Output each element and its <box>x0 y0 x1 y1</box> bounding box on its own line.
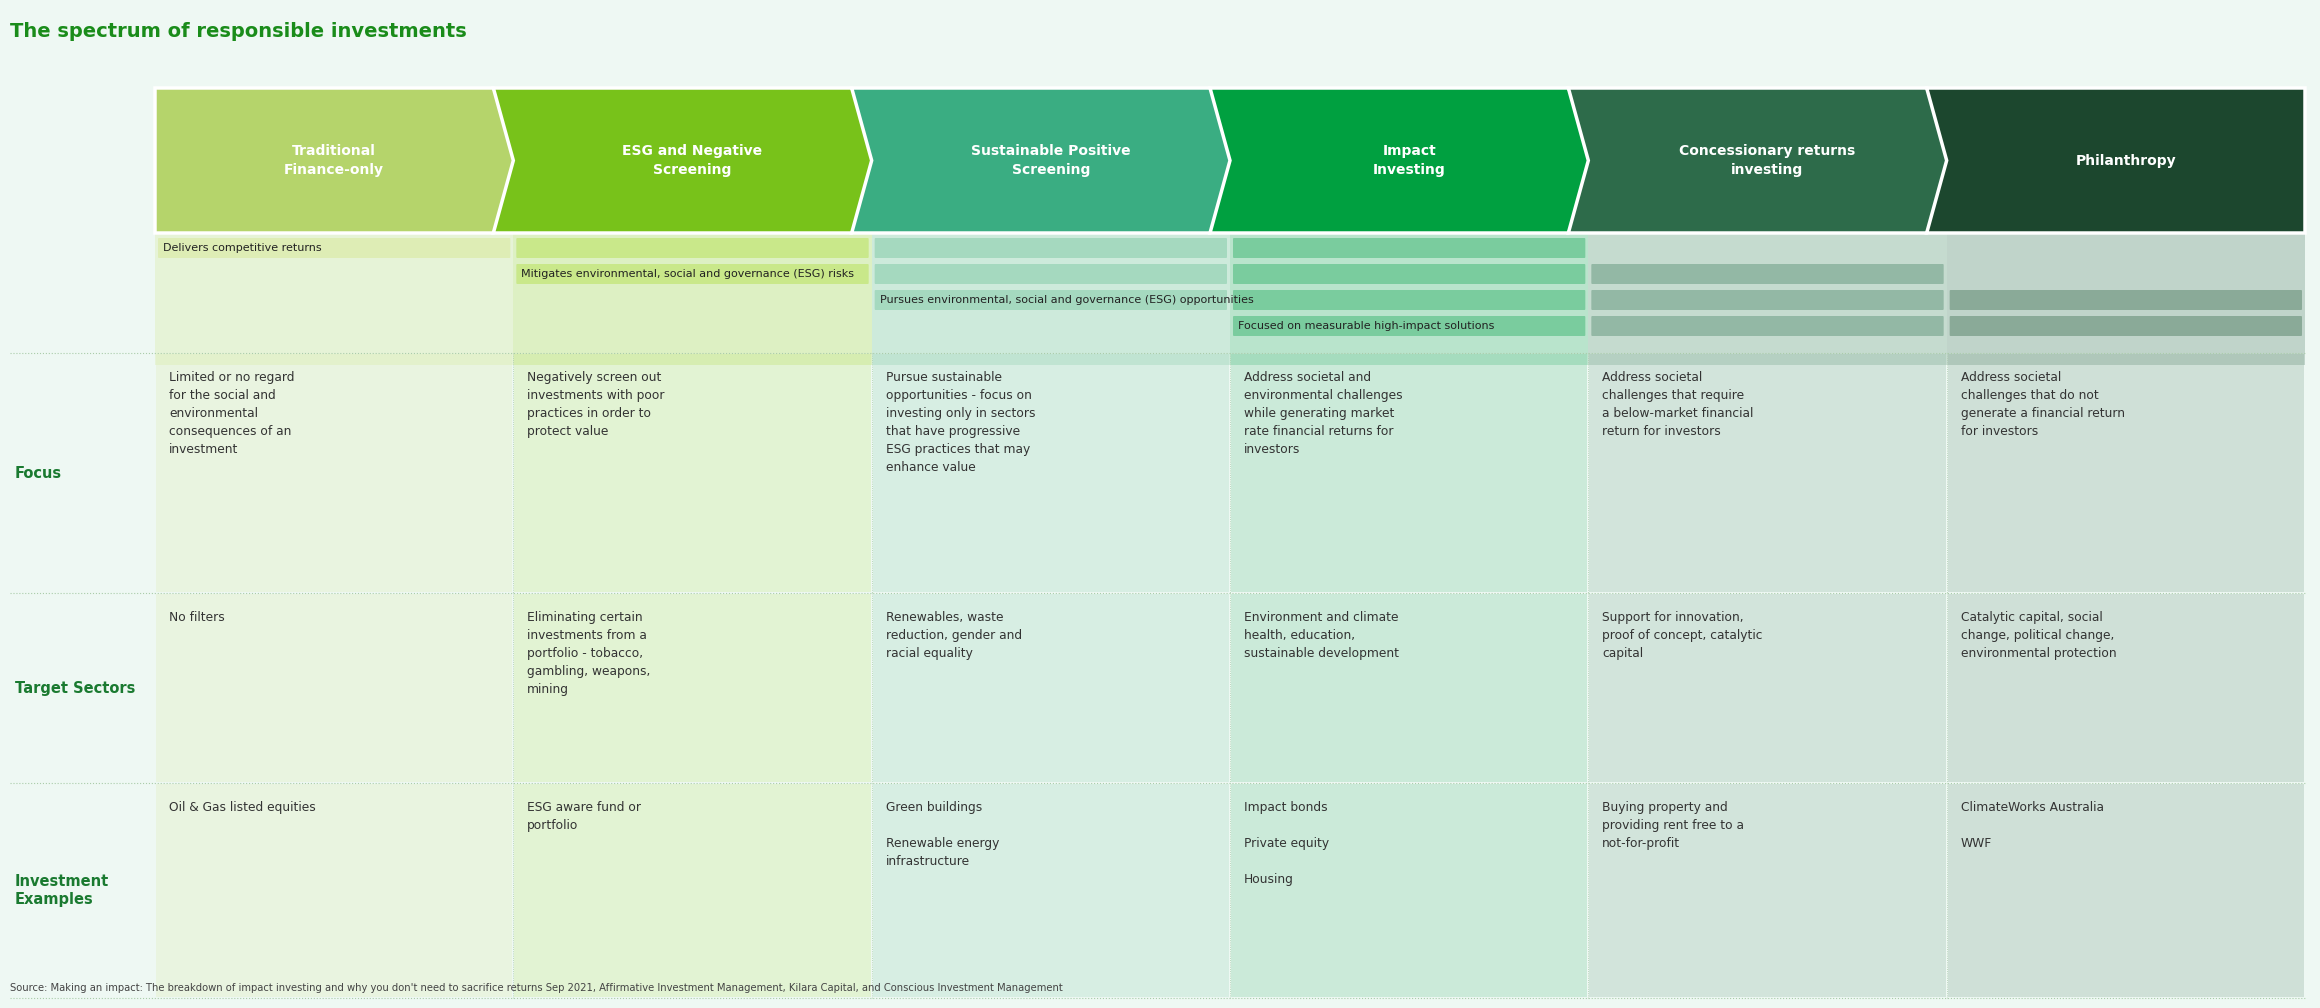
FancyBboxPatch shape <box>1232 316 1585 336</box>
FancyBboxPatch shape <box>1949 290 2301 310</box>
Text: Address societal
challenges that do not
generate a financial return
for investor: Address societal challenges that do not … <box>1960 371 2125 438</box>
Text: Green buildings

Renewable energy
infrastructure: Green buildings Renewable energy infrast… <box>886 801 1000 868</box>
Text: Source: Making an impact: The breakdown of impact investing and why you don't ne: Source: Making an impact: The breakdown … <box>9 983 1063 993</box>
Bar <box>155 784 513 997</box>
Text: Buying property and
providing rent free to a
not-for-profit: Buying property and providing rent free … <box>1603 801 1745 850</box>
Bar <box>1949 784 2304 997</box>
Bar <box>1230 233 1589 365</box>
Polygon shape <box>155 88 534 233</box>
Polygon shape <box>851 88 1250 233</box>
Text: Eliminating certain
investments from a
portfolio - tobacco,
gambling, weapons,
m: Eliminating certain investments from a p… <box>527 611 650 696</box>
Bar <box>515 354 870 592</box>
Text: Impact
Investing: Impact Investing <box>1373 144 1445 176</box>
Text: Environment and climate
health, education,
sustainable development: Environment and climate health, educatio… <box>1244 611 1399 660</box>
FancyBboxPatch shape <box>1949 316 2301 336</box>
Bar <box>515 784 870 997</box>
Bar <box>872 784 1230 997</box>
Text: Target Sectors: Target Sectors <box>14 680 135 696</box>
FancyBboxPatch shape <box>517 264 868 284</box>
Polygon shape <box>1211 88 1608 233</box>
Text: Delivers competitive returns: Delivers competitive returns <box>162 243 322 253</box>
Bar <box>872 233 1230 365</box>
Text: Support for innovation,
proof of concept, catalytic
capital: Support for innovation, proof of concept… <box>1603 611 1763 660</box>
FancyBboxPatch shape <box>1232 238 1585 258</box>
Text: Address societal and
environmental challenges
while generating market
rate finan: Address societal and environmental chall… <box>1244 371 1404 456</box>
Bar <box>1589 354 1946 592</box>
FancyBboxPatch shape <box>517 238 868 258</box>
Bar <box>155 354 513 592</box>
Text: No filters: No filters <box>169 611 225 624</box>
Text: Catalytic capital, social
change, political change,
environmental protection: Catalytic capital, social change, politi… <box>1960 611 2116 660</box>
FancyBboxPatch shape <box>1592 290 1944 310</box>
Bar <box>515 594 870 782</box>
Polygon shape <box>494 88 891 233</box>
Bar <box>1589 233 1946 365</box>
Bar <box>1232 784 1587 997</box>
Text: Focused on measurable high-impact solutions: Focused on measurable high-impact soluti… <box>1239 321 1494 331</box>
FancyBboxPatch shape <box>875 290 1227 310</box>
Text: Sustainable Positive
Screening: Sustainable Positive Screening <box>972 144 1130 176</box>
Text: Focus: Focus <box>14 466 63 481</box>
Text: ClimateWorks Australia

WWF: ClimateWorks Australia WWF <box>1960 801 2104 850</box>
FancyBboxPatch shape <box>1232 290 1585 310</box>
Bar <box>513 233 872 365</box>
Bar <box>1949 354 2304 592</box>
FancyBboxPatch shape <box>1592 316 1944 336</box>
Bar <box>872 354 1230 592</box>
FancyBboxPatch shape <box>158 238 510 258</box>
Text: Limited or no regard
for the social and
environmental
consequences of an
investm: Limited or no regard for the social and … <box>169 371 295 456</box>
Text: Philanthropy: Philanthropy <box>2076 153 2176 167</box>
FancyBboxPatch shape <box>1232 264 1585 284</box>
Bar <box>872 594 1230 782</box>
Bar <box>1946 233 2306 365</box>
Text: Impact bonds

Private equity

Housing: Impact bonds Private equity Housing <box>1244 801 1329 886</box>
Bar <box>1232 354 1587 592</box>
Text: Investment
Examples: Investment Examples <box>14 874 109 907</box>
Text: Renewables, waste
reduction, gender and
racial equality: Renewables, waste reduction, gender and … <box>886 611 1021 660</box>
Text: Traditional
Finance-only: Traditional Finance-only <box>283 144 385 176</box>
Bar <box>1232 594 1587 782</box>
Text: Concessionary returns
investing: Concessionary returns investing <box>1680 144 1856 176</box>
Text: Pursues environmental, social and governance (ESG) opportunities: Pursues environmental, social and govern… <box>879 295 1253 305</box>
FancyBboxPatch shape <box>875 238 1227 258</box>
Bar <box>1949 594 2304 782</box>
Bar <box>155 594 513 782</box>
Polygon shape <box>1568 88 1967 233</box>
Polygon shape <box>1926 88 2306 233</box>
Text: The spectrum of responsible investments: The spectrum of responsible investments <box>9 22 466 41</box>
Text: Oil & Gas listed equities: Oil & Gas listed equities <box>169 801 316 814</box>
Bar <box>1589 784 1946 997</box>
Text: ESG and Negative
Screening: ESG and Negative Screening <box>622 144 763 176</box>
FancyBboxPatch shape <box>875 264 1227 284</box>
Bar <box>155 233 513 365</box>
FancyBboxPatch shape <box>1592 264 1944 284</box>
Text: ESG aware fund or
portfolio: ESG aware fund or portfolio <box>527 801 640 832</box>
Bar <box>1589 594 1946 782</box>
Text: Mitigates environmental, social and governance (ESG) risks: Mitigates environmental, social and gove… <box>522 269 854 279</box>
Text: Address societal
challenges that require
a below-market financial
return for inv: Address societal challenges that require… <box>1603 371 1754 438</box>
Text: Negatively screen out
investments with poor
practices in order to
protect value: Negatively screen out investments with p… <box>527 371 666 438</box>
Text: Pursue sustainable
opportunities - focus on
investing only in sectors
that have : Pursue sustainable opportunities - focus… <box>886 371 1035 474</box>
